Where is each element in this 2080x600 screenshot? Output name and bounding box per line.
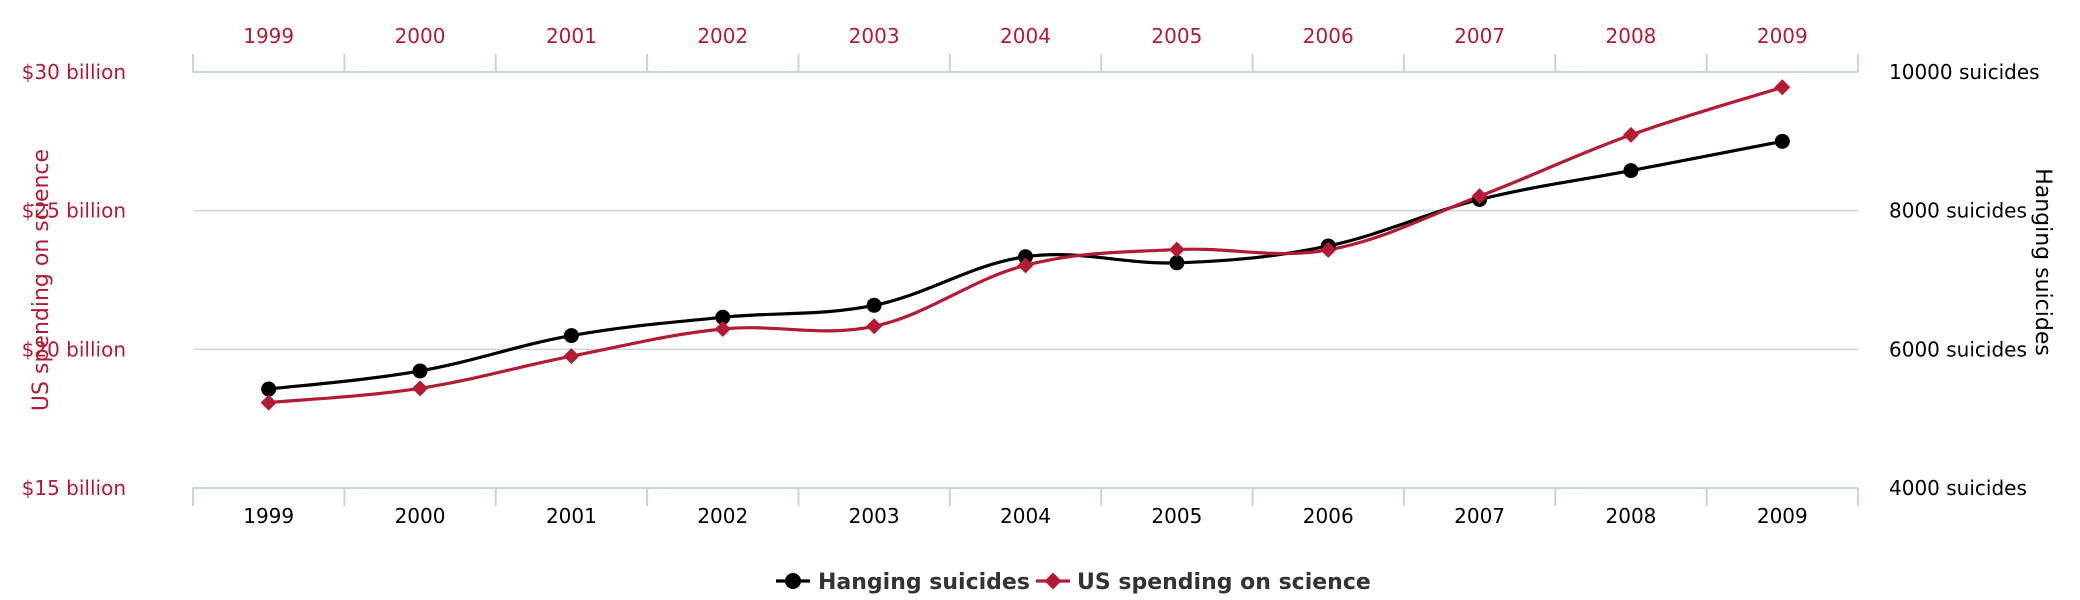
- legend-marker: [1044, 572, 1062, 590]
- top-category-label: 2000: [395, 24, 446, 48]
- data-point: [261, 381, 277, 397]
- bottom-category-label: 2002: [697, 504, 748, 528]
- legend: Hanging suicides US spending on science: [776, 570, 1371, 595]
- right-tick-label: 10000 suicides: [1889, 60, 2040, 84]
- data-point: [1018, 249, 1033, 265]
- bottom-category-label: 2005: [1151, 504, 1202, 528]
- right-tick-label: 8000 suicides: [1889, 199, 2027, 223]
- series-line-us-spending-on-science: [268, 85, 1783, 405]
- legend-label: US spending on science: [1077, 570, 1371, 595]
- left-tick-label: $30 billion: [22, 60, 126, 84]
- top-category-label: 2009: [1757, 24, 1808, 48]
- top-category-label: 2006: [1303, 24, 1354, 48]
- bottom-category-label: 1999: [243, 504, 294, 528]
- data-point: [866, 318, 883, 335]
- legend-item-us-spending-on-science: US spending on science: [1036, 570, 1371, 595]
- top-category-label: 2002: [697, 24, 748, 48]
- data-point: [715, 309, 731, 325]
- data-point: [563, 328, 579, 344]
- data-point: [1774, 79, 1791, 96]
- data-point: [1622, 126, 1639, 143]
- axes: $30 billion $25 billion $20 billion $15 bil…: [22, 24, 2040, 528]
- legend-label: Hanging suicides: [818, 570, 1030, 595]
- data-point: [1320, 241, 1337, 258]
- legend-item-hanging-suicides: Hanging suicides: [776, 570, 1030, 595]
- data-point: [1169, 255, 1185, 271]
- top-category-label: 2004: [1000, 24, 1051, 48]
- data-point: [260, 394, 277, 411]
- bottom-category-label: 2009: [1757, 504, 1808, 528]
- data-point: [1623, 163, 1639, 179]
- top-category-label: 2007: [1454, 24, 1505, 48]
- series-markers: [260, 79, 1791, 411]
- top-category-label: 2008: [1606, 24, 1657, 48]
- data-point: [866, 297, 882, 313]
- bottom-category-label: 2008: [1606, 504, 1657, 528]
- bottom-category-label: 2003: [849, 504, 900, 528]
- data-point: [714, 320, 731, 337]
- right-tick-label: 6000 suicides: [1889, 337, 2027, 361]
- left-tick-label: $20 billion: [22, 337, 126, 361]
- left-axis-title: US spending on science: [29, 149, 54, 411]
- right-tick-label: 4000 suicides: [1889, 476, 2027, 500]
- data-point: [1017, 257, 1034, 274]
- data-point: [412, 380, 429, 397]
- data-point: [1168, 241, 1185, 258]
- left-tick-label: $25 billion: [22, 199, 126, 223]
- top-category-label: 2001: [546, 24, 597, 48]
- top-category-label: 1999: [243, 24, 294, 48]
- bottom-category-label: 2006: [1303, 504, 1354, 528]
- right-axis-title: Hanging suicides: [2030, 168, 2055, 356]
- series-lines: [268, 85, 1783, 405]
- data-point: [563, 348, 580, 365]
- top-category-label: 2003: [849, 24, 900, 48]
- bottom-category-label: 2000: [395, 504, 446, 528]
- bottom-category-label: 2007: [1454, 504, 1505, 528]
- data-point: [1471, 188, 1488, 205]
- top-category-label: 2005: [1151, 24, 1202, 48]
- legend-marker: [785, 573, 801, 589]
- data-point: [412, 363, 428, 379]
- bottom-category-label: 2004: [1000, 504, 1051, 528]
- left-tick-label: $15 billion: [22, 476, 126, 500]
- data-point: [1774, 133, 1790, 149]
- gridlines: [193, 71, 1858, 489]
- bottom-category-label: 2001: [546, 504, 597, 528]
